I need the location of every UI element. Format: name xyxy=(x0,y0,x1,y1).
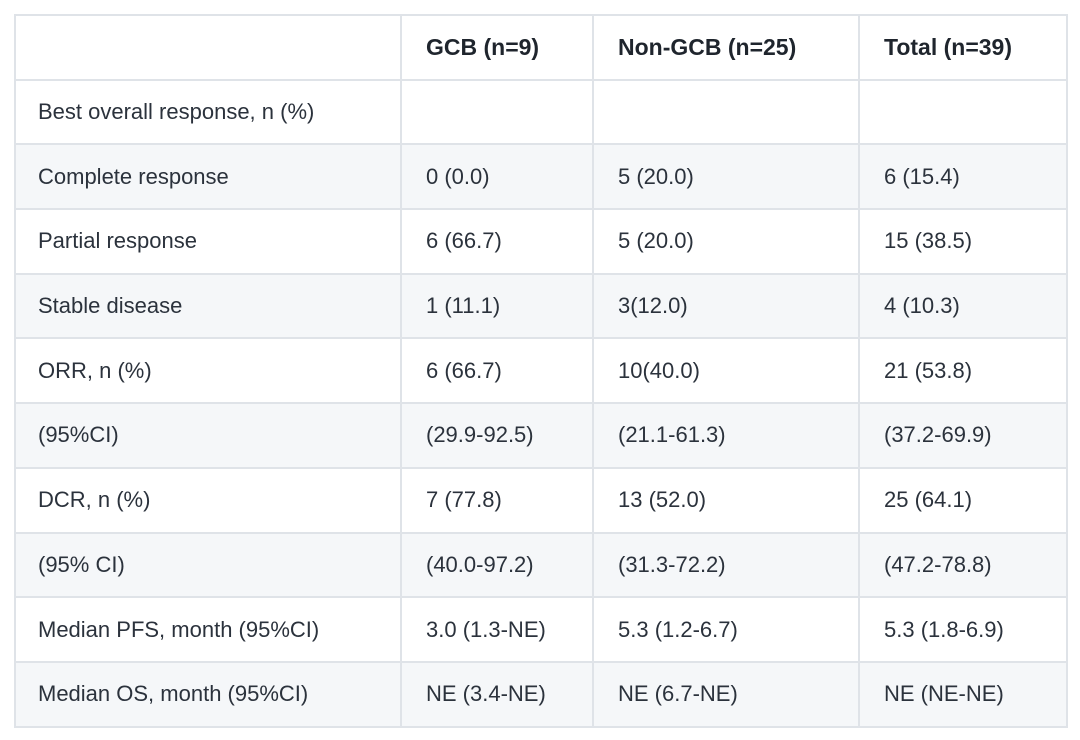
table-cell: NE (6.7-NE) xyxy=(592,660,860,728)
table-cell: (37.2-69.9) xyxy=(858,402,1068,469)
results-table-container: GCB (n=9) Non-GCB (n=25) Total (n=39) Be… xyxy=(14,14,1068,728)
table-cell: 3(12.0) xyxy=(592,272,860,340)
table-cell: 25 (64.1) xyxy=(858,466,1068,534)
table-row: Best overall response, n (%) xyxy=(14,78,1068,146)
table-row: (95% CI) (40.0-97.2) (31.3-72.2) (47.2-7… xyxy=(14,531,1068,599)
header-row: GCB (n=9) Non-GCB (n=25) Total (n=39) xyxy=(14,14,1068,81)
table-cell: 6 (15.4) xyxy=(858,143,1068,211)
table-row: Partial response 6 (66.7) 5 (20.0) 15 (3… xyxy=(14,208,1068,275)
table-row: Median OS, month (95%CI) NE (3.4-NE) NE … xyxy=(14,660,1068,728)
table-cell: 10(40.0) xyxy=(592,337,860,405)
table-row: Stable disease 1 (11.1) 3(12.0) 4 (10.3) xyxy=(14,272,1068,340)
table-cell: (40.0-97.2) xyxy=(400,531,594,599)
row-label: (95% CI) xyxy=(14,531,402,599)
table-cell: (31.3-72.2) xyxy=(592,531,860,599)
table-cell: 15 (38.5) xyxy=(858,208,1068,275)
table-row: ORR, n (%) 6 (66.7) 10(40.0) 21 (53.8) xyxy=(14,337,1068,405)
table-cell xyxy=(858,78,1068,146)
row-label: Stable disease xyxy=(14,272,402,340)
row-label: (95%CI) xyxy=(14,402,402,469)
table-cell: 5.3 (1.2-6.7) xyxy=(592,596,860,663)
table-cell: 6 (66.7) xyxy=(400,208,594,275)
table-cell: 3.0 (1.3-NE) xyxy=(400,596,594,663)
table-cell: 5.3 (1.8-6.9) xyxy=(858,596,1068,663)
table-cell: NE (3.4-NE) xyxy=(400,660,594,728)
table-cell: 0 (0.0) xyxy=(400,143,594,211)
row-label: ORR, n (%) xyxy=(14,337,402,405)
table-cell xyxy=(400,78,594,146)
table-cell xyxy=(592,78,860,146)
row-label: Complete response xyxy=(14,143,402,211)
row-label: Best overall response, n (%) xyxy=(14,78,402,146)
table-cell: 7 (77.8) xyxy=(400,466,594,534)
column-header-gcb: GCB (n=9) xyxy=(400,14,594,81)
table-cell: (47.2-78.8) xyxy=(858,531,1068,599)
column-header-total: Total (n=39) xyxy=(858,14,1068,81)
table-cell: 1 (11.1) xyxy=(400,272,594,340)
table-row: (95%CI) (29.9-92.5) (21.1-61.3) (37.2-69… xyxy=(14,402,1068,469)
table-cell: 5 (20.0) xyxy=(592,143,860,211)
row-label: Median OS, month (95%CI) xyxy=(14,660,402,728)
column-header-blank xyxy=(14,14,402,81)
table-cell: 13 (52.0) xyxy=(592,466,860,534)
table-row: Median PFS, month (95%CI) 3.0 (1.3-NE) 5… xyxy=(14,596,1068,663)
row-label: Median PFS, month (95%CI) xyxy=(14,596,402,663)
response-results-table: GCB (n=9) Non-GCB (n=25) Total (n=39) Be… xyxy=(14,14,1068,728)
table-cell: (29.9-92.5) xyxy=(400,402,594,469)
table-cell: 4 (10.3) xyxy=(858,272,1068,340)
table-cell: 5 (20.0) xyxy=(592,208,860,275)
table-cell: NE (NE-NE) xyxy=(858,660,1068,728)
row-label: Partial response xyxy=(14,208,402,275)
table-cell: 6 (66.7) xyxy=(400,337,594,405)
table-row: Complete response 0 (0.0) 5 (20.0) 6 (15… xyxy=(14,143,1068,211)
row-label: DCR, n (%) xyxy=(14,466,402,534)
column-header-non-gcb: Non-GCB (n=25) xyxy=(592,14,860,81)
table-row: DCR, n (%) 7 (77.8) 13 (52.0) 25 (64.1) xyxy=(14,466,1068,534)
table-cell: (21.1-61.3) xyxy=(592,402,860,469)
table-cell: 21 (53.8) xyxy=(858,337,1068,405)
